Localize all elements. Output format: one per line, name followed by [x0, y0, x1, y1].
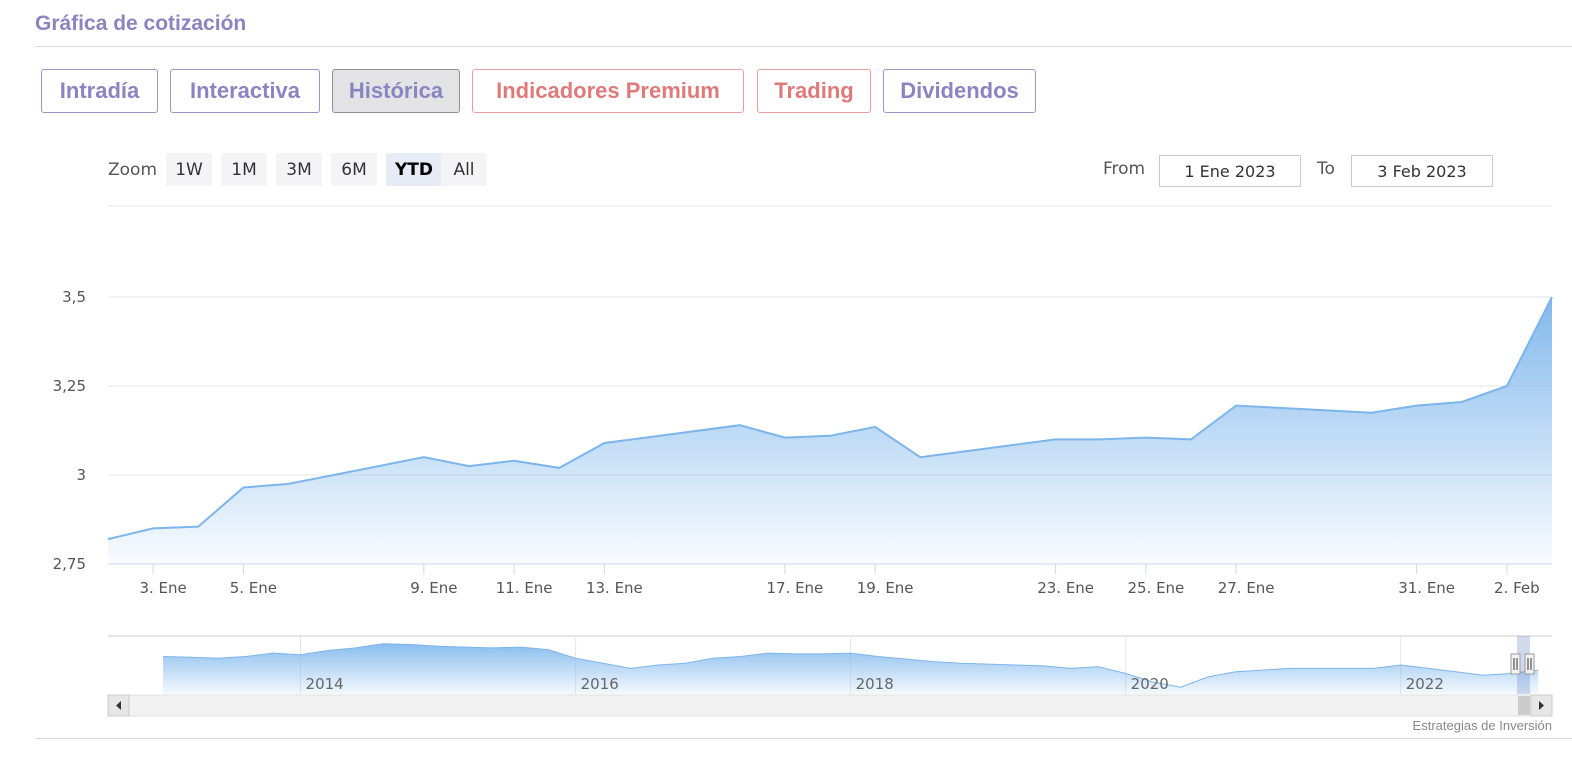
navigator-line: [162, 643, 1539, 688]
from-label: From: [1103, 159, 1146, 179]
navigator-selected-range: [1517, 636, 1530, 694]
scrollbar[interactable]: [107, 694, 1553, 717]
x-tick-label: 17. Ene: [766, 579, 823, 597]
y-axis-labels: 2,75 3 3,25 3,5: [53, 288, 86, 573]
tab-intradia[interactable]: Intradía: [41, 69, 158, 113]
to-date-input[interactable]: 3 Feb 2023: [1351, 155, 1493, 187]
zoom-all-button[interactable]: All: [441, 153, 487, 186]
x-tick-label: 31. Ene: [1398, 579, 1455, 597]
navigator-right-handle[interactable]: [1524, 653, 1535, 675]
chart-credit: Estrategias de Inversión: [1412, 718, 1552, 733]
zoom-3m-button[interactable]: 3M: [276, 153, 322, 186]
tab-interactiva[interactable]: Interactiva: [170, 69, 320, 113]
x-tick-label: 19. Ene: [857, 579, 914, 597]
scrollbar-track: [107, 694, 1553, 717]
zoom-1w-button[interactable]: 1W: [166, 153, 212, 186]
y-tick-label: 3,5: [62, 288, 86, 306]
x-tick-label: 3. Ene: [139, 579, 186, 597]
x-tick-label: 27. Ene: [1218, 579, 1275, 597]
navigator-tick-label: 2020: [1131, 675, 1169, 693]
navigator-left-handle[interactable]: [1510, 653, 1521, 675]
navigator-tick-label: 2018: [856, 675, 894, 693]
x-tick-label: 25. Ene: [1127, 579, 1184, 597]
price-line: [107, 296, 1553, 541]
tab-historica[interactable]: Histórica: [332, 69, 460, 113]
y-tick-label: 3: [76, 466, 86, 484]
to-label: To: [1317, 159, 1335, 179]
x-tick-label: 11. Ene: [496, 579, 553, 597]
y-tick-label: 2,75: [53, 555, 86, 573]
scroll-right-icon: [1539, 701, 1544, 710]
x-tick-label: 13. Ene: [586, 579, 643, 597]
title-divider: [35, 46, 1572, 47]
tab-indicadores-premium[interactable]: Indicadores Premium: [472, 69, 744, 113]
navigator[interactable]: 2014 2016 2018 2020 2022: [108, 635, 1552, 694]
price-chart: 2,75 3 3,25 3,5 3. Ene 5. Ene 9. Ene 11. Ene 13…: [53, 205, 1553, 717]
x-axis: 3. Ene 5. Ene 9. Ene 11. Ene 13. Ene 17. Ene 1…: [108, 563, 1552, 597]
section-title: Gráfica de cotización: [35, 12, 247, 35]
zoom-6m-button[interactable]: 6M: [331, 153, 377, 186]
navigator-tick-label: 2014: [306, 675, 344, 693]
from-date-input[interactable]: 1 Ene 2023: [1159, 155, 1301, 187]
navigator-tick-label: 2016: [581, 675, 619, 693]
x-tick-label: 23. Ene: [1037, 579, 1094, 597]
y-tick-label: 3,25: [53, 377, 86, 395]
x-tick-label: 5. Ene: [230, 579, 277, 597]
price-series: [107, 296, 1553, 564]
scroll-left-icon: [116, 701, 121, 710]
zoom-label: Zoom: [108, 160, 158, 180]
x-tick-label: 2. Feb: [1494, 579, 1540, 597]
navigator-tick-label: 2022: [1406, 675, 1444, 693]
scrollbar-thumb[interactable]: [1518, 696, 1530, 715]
bottom-divider: [35, 738, 1572, 739]
navigator-area: [163, 643, 1539, 694]
tab-trading[interactable]: Trading: [757, 69, 871, 113]
price-area: [108, 297, 1552, 564]
zoom-1m-button[interactable]: 1M: [221, 153, 267, 186]
zoom-ytd-button[interactable]: YTD: [386, 153, 443, 186]
x-tick-label: 9. Ene: [410, 579, 457, 597]
tab-dividendos[interactable]: Dividendos: [883, 69, 1036, 113]
